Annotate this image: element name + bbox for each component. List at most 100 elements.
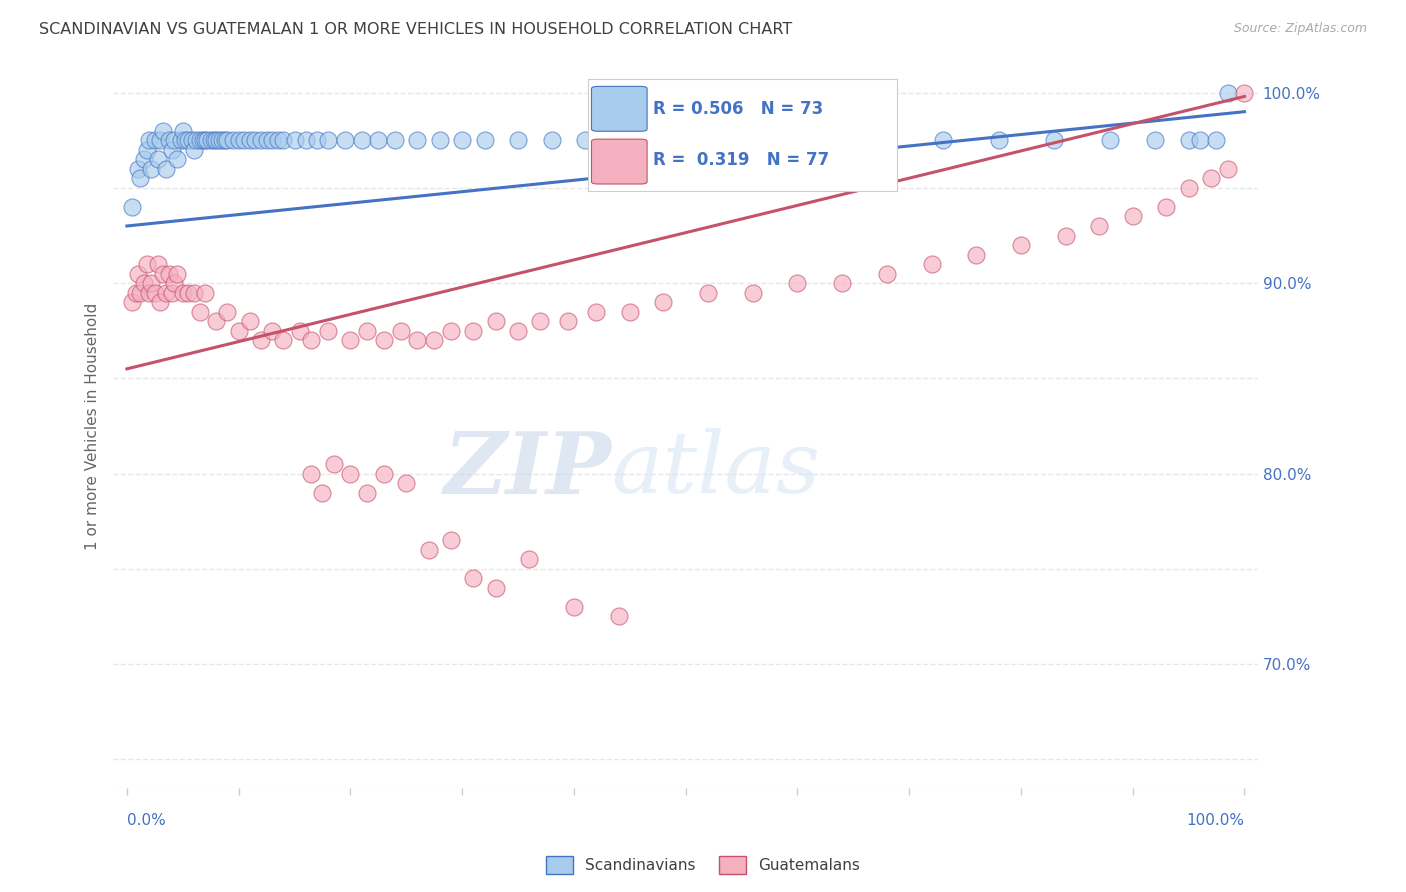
Point (339, 467, 361, 481)
Point (136, 143, 159, 157)
Point (1188, 133, 1211, 147)
Point (141, 276, 163, 290)
Point (652, 295, 675, 310)
Point (322, 457, 344, 471)
Point (148, 153, 170, 167)
Point (148, 257, 170, 271)
Point (1143, 133, 1166, 147)
Point (1216, 161, 1239, 176)
Point (250, 133, 273, 147)
Point (607, 609, 630, 624)
Point (540, 133, 562, 147)
Point (384, 133, 406, 147)
Point (125, 285, 148, 300)
Point (188, 133, 211, 147)
Point (127, 267, 149, 281)
Point (350, 133, 373, 147)
Point (395, 476, 418, 491)
Point (127, 161, 149, 176)
Point (1054, 228, 1077, 243)
Point (205, 314, 228, 328)
Point (228, 133, 250, 147)
Point (831, 276, 853, 290)
Point (1122, 210, 1144, 224)
Point (333, 133, 356, 147)
Point (311, 485, 333, 500)
Point (132, 276, 155, 290)
Point (741, 285, 763, 300)
Point (730, 133, 752, 147)
Point (194, 285, 217, 300)
Point (373, 467, 395, 481)
Point (463, 571, 485, 585)
Point (406, 133, 429, 147)
Point (288, 324, 311, 338)
Point (619, 304, 641, 318)
Point (451, 133, 474, 147)
Text: ZIP: ZIP (443, 427, 612, 511)
Point (166, 267, 188, 281)
Text: SCANDINAVIAN VS GUATEMALAN 1 OR MORE VEHICLES IN HOUSEHOLD CORRELATION CHART: SCANDINAVIAN VS GUATEMALAN 1 OR MORE VEH… (39, 22, 793, 37)
Legend: Scandinavians, Guatemalans: Scandinavians, Guatemalans (540, 850, 866, 880)
Point (440, 324, 463, 338)
Point (1154, 200, 1177, 214)
Point (356, 485, 378, 500)
Point (1205, 133, 1227, 147)
Point (222, 133, 245, 147)
Text: 0.0%: 0.0% (127, 813, 166, 828)
Point (233, 133, 256, 147)
Point (149, 295, 172, 310)
Point (143, 285, 166, 300)
Point (163, 133, 186, 147)
Point (183, 285, 205, 300)
Point (299, 333, 322, 347)
Point (506, 324, 529, 338)
Point (121, 200, 143, 214)
Point (517, 552, 540, 566)
Point (143, 133, 166, 147)
Point (239, 314, 262, 328)
Point (619, 133, 641, 147)
Point (423, 333, 446, 347)
Point (177, 285, 200, 300)
Point (418, 542, 440, 557)
Point (228, 324, 250, 338)
Point (177, 133, 200, 147)
Point (1233, 86, 1256, 100)
Point (256, 133, 278, 147)
Point (273, 333, 295, 347)
Point (267, 133, 290, 147)
Point (217, 304, 239, 318)
Point (474, 133, 496, 147)
Point (136, 257, 159, 271)
Point (160, 143, 183, 157)
Point (389, 324, 412, 338)
Point (262, 324, 284, 338)
Point (463, 324, 485, 338)
Point (157, 267, 180, 281)
Point (273, 133, 295, 147)
Point (294, 133, 316, 147)
Point (141, 161, 163, 176)
Point (675, 133, 697, 147)
Point (316, 133, 339, 147)
Point (367, 133, 389, 147)
Point (155, 161, 177, 176)
Point (132, 153, 155, 167)
Point (172, 285, 194, 300)
Point (697, 285, 720, 300)
Point (214, 133, 236, 147)
Point (316, 324, 339, 338)
Point (194, 133, 217, 147)
Point (786, 276, 808, 290)
Point (1010, 238, 1032, 252)
Point (163, 276, 186, 290)
Point (987, 133, 1010, 147)
Point (180, 133, 202, 147)
Point (262, 133, 284, 147)
Text: Source: ZipAtlas.com: Source: ZipAtlas.com (1233, 22, 1367, 36)
Point (529, 314, 551, 328)
Point (195, 133, 218, 147)
Point (250, 333, 273, 347)
Point (1177, 133, 1199, 147)
